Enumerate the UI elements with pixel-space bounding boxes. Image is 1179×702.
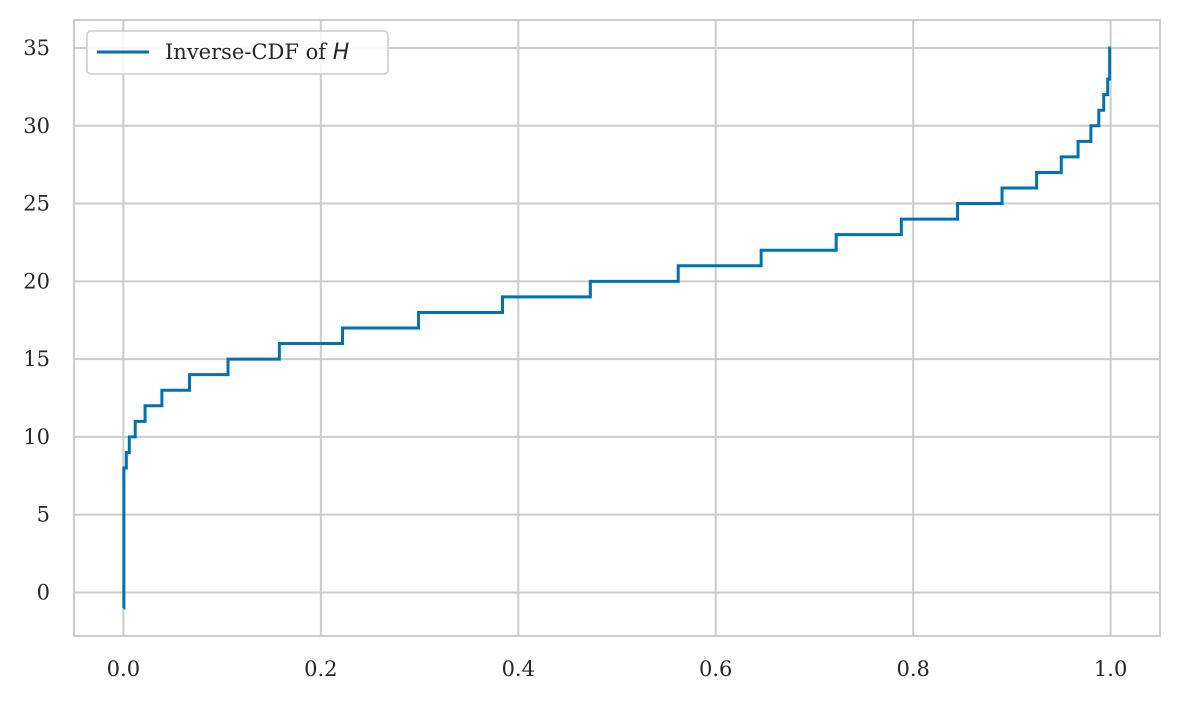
x-tick-label: 0.8 [896, 657, 929, 681]
legend: Inverse-CDF of H [86, 30, 389, 75]
series-line-inverse-cdf [122, 46, 1112, 610]
x-gridlines [122, 20, 1112, 636]
x-tick-label: 1.0 [1094, 657, 1127, 681]
y-tick-label: 10 [23, 425, 50, 449]
y-tick-labels: 0 5 10 15 20 25 30 35 [23, 36, 50, 604]
y-tick-label: 25 [23, 192, 50, 216]
legend-label-symbol: H [333, 40, 350, 65]
y-tick-label: 5 [37, 503, 50, 527]
y-gridlines [74, 47, 1160, 594]
x-tick-label: 0.4 [502, 657, 535, 681]
x-tick-label: 0.2 [304, 657, 337, 681]
legend-label-prefix: Inverse-CDF of [165, 40, 333, 64]
y-tick-label: 35 [23, 36, 50, 60]
x-tick-label: 0.6 [699, 657, 732, 681]
y-tick-label: 0 [37, 580, 50, 604]
series-layer [122, 46, 1112, 610]
legend-box [86, 30, 389, 75]
x-tick-labels: 0.0 0.2 0.4 0.6 0.8 1.0 [107, 657, 1128, 681]
y-tick-label: 30 [23, 114, 50, 138]
legend-label: Inverse-CDF of H [165, 40, 349, 65]
plot-frame [73, 19, 1161, 637]
y-tick-label: 20 [23, 269, 50, 293]
y-tick-label: 15 [23, 347, 50, 371]
x-tick-label: 0.0 [107, 657, 140, 681]
